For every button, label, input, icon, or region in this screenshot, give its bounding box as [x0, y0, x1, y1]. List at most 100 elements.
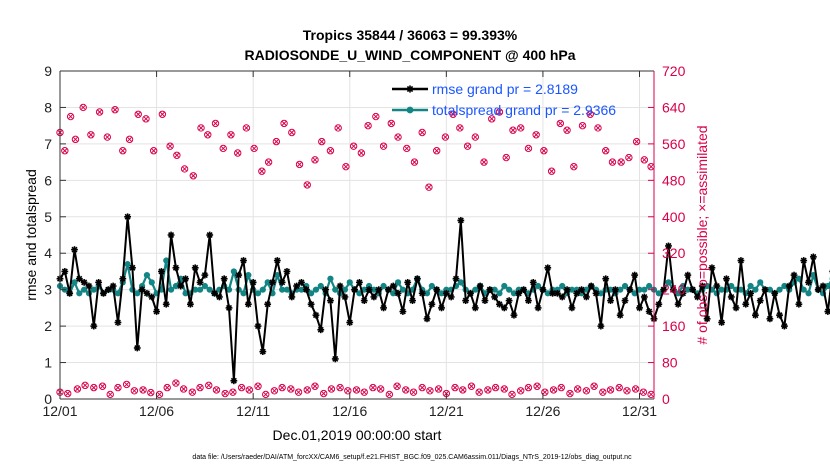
obs-assimilated-marker — [235, 150, 241, 156]
obs-possible-marker — [639, 388, 648, 396]
obs-count-point — [387, 119, 395, 128]
asterisk-stroke — [380, 304, 387, 311]
obs-possible-marker — [402, 386, 410, 394]
rmse-point — [568, 304, 576, 312]
obs-possible-marker — [426, 387, 434, 395]
obs-count-point — [599, 388, 607, 396]
obs-count-point — [221, 389, 229, 398]
asterisk-stroke — [332, 355, 339, 362]
asterisk-stroke — [279, 279, 286, 286]
rmse-point — [124, 213, 132, 221]
obs-possible-marker — [326, 147, 335, 155]
obs-assimilated-marker — [351, 143, 356, 149]
rmse-point — [558, 293, 566, 301]
obs-count-point — [242, 124, 251, 132]
rmse-point — [780, 322, 788, 330]
obs-possible-marker — [250, 144, 258, 153]
rmse-point — [457, 217, 465, 224]
asterisk-stroke — [129, 264, 136, 271]
x-tick-label: 12/21 — [429, 403, 464, 419]
obs-count-point — [533, 382, 541, 390]
asterisk-stroke — [708, 264, 715, 271]
asterisk-stroke — [438, 304, 445, 311]
asterisk-stroke — [211, 290, 218, 297]
rmse-point — [264, 300, 272, 308]
y-tick-label-right: 240 — [662, 282, 686, 298]
obs-possible-marker — [262, 390, 270, 399]
asterisk-stroke — [472, 304, 479, 311]
asterisk-stroke — [481, 297, 488, 304]
x-tick-label: 12/16 — [332, 403, 367, 419]
asterisk-stroke — [622, 297, 629, 304]
rmse-point — [167, 231, 175, 239]
obs-count-point — [541, 388, 549, 396]
rmse-point — [201, 271, 209, 279]
rmse-point — [597, 322, 605, 330]
obs-assimilated-marker — [100, 383, 105, 389]
totalspread-point — [274, 271, 281, 279]
obs-possible-marker — [623, 387, 631, 395]
totalspread-point — [757, 279, 764, 286]
obs-possible-marker — [114, 383, 122, 392]
asterisk-stroke — [539, 286, 546, 293]
y-tick-label-left: 4 — [44, 245, 52, 261]
obs-possible-marker — [288, 128, 296, 137]
totalspread-point — [163, 257, 170, 264]
obs-assimilated-marker — [181, 386, 186, 392]
obs-count-point — [488, 115, 496, 123]
obs-possible-marker — [532, 131, 540, 139]
rmse-point — [404, 278, 412, 286]
asterisk-stroke — [559, 293, 566, 300]
rmse-point — [607, 297, 614, 304]
obs-count-point — [287, 385, 295, 393]
asterisk-stroke — [124, 213, 131, 220]
obs-count-point — [602, 147, 610, 155]
obs-assimilated-marker — [616, 385, 622, 390]
obs-assimilated-marker — [279, 385, 285, 390]
asterisk-stroke — [737, 257, 744, 264]
obs-assimilated-marker — [571, 164, 577, 170]
asterisk-stroke — [66, 290, 73, 297]
obs-count-point — [409, 388, 418, 396]
obs-count-point — [158, 110, 167, 118]
obs-count-point — [556, 119, 565, 128]
obs-count-point — [254, 382, 262, 390]
obs-count-point — [360, 388, 368, 396]
obs-count-point — [111, 106, 119, 114]
obs-count-point — [623, 387, 631, 395]
asterisk-stroke — [153, 308, 160, 315]
asterisk-stroke — [406, 85, 414, 93]
totalspread-point — [327, 275, 334, 282]
obs-count-point — [606, 386, 615, 394]
obs-assimilated-marker — [304, 182, 310, 188]
obs-possible-marker — [508, 390, 516, 399]
obs-count-point — [245, 386, 254, 394]
obs-count-point — [410, 158, 419, 166]
asterisk-stroke — [327, 297, 334, 304]
rmse-point — [249, 278, 257, 286]
obs-assimilated-marker — [370, 385, 376, 390]
obs-assimilated-marker — [551, 387, 556, 393]
obs-possible-marker — [480, 158, 488, 166]
rmse-point — [549, 289, 556, 297]
asterisk-stroke — [757, 297, 764, 304]
obs-possible-marker — [245, 386, 254, 394]
obs-assimilated-marker — [361, 389, 367, 395]
obs-count-point — [369, 383, 377, 392]
asterisk-stroke — [791, 272, 798, 279]
rmse-point — [269, 278, 276, 286]
obs-assimilated-marker — [626, 155, 632, 160]
rmse-point — [375, 286, 383, 294]
obs-assimilated-marker — [296, 389, 301, 395]
obs-assimilated-marker — [297, 162, 302, 167]
rmse-point — [795, 300, 803, 308]
obs-count-point — [303, 181, 311, 189]
obs-possible-marker — [79, 103, 87, 112]
obs-possible-marker — [352, 386, 361, 394]
rmse-point — [660, 286, 668, 294]
obs-assimilated-marker — [419, 385, 425, 390]
asterisk-stroke — [356, 279, 363, 286]
obs-assimilated-marker — [542, 389, 548, 395]
obs-possible-marker — [394, 133, 402, 141]
rmse-point — [790, 271, 798, 279]
